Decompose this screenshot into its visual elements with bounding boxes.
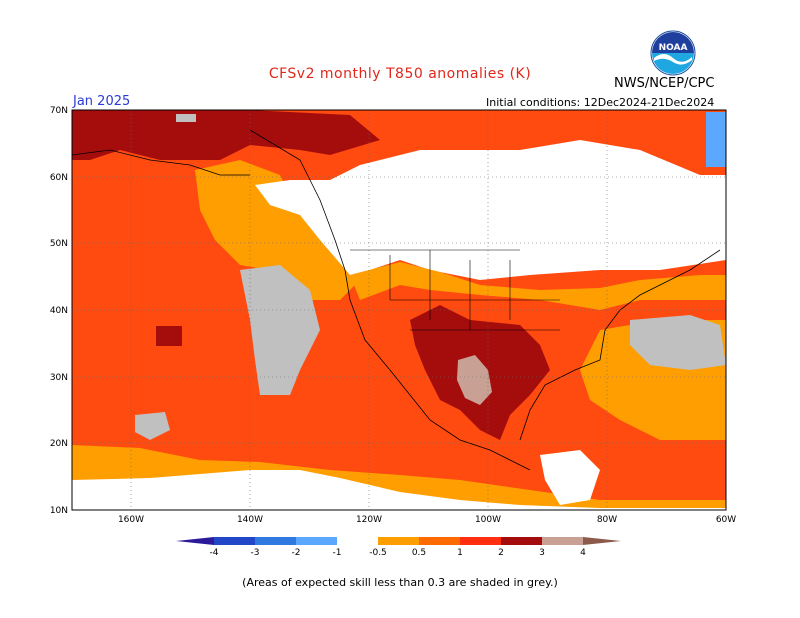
graticule	[72, 110, 726, 510]
colorbar-label: -4	[210, 548, 219, 558]
lon-label-100w: 100W	[475, 515, 501, 525]
lon-label-120w: 120W	[356, 515, 382, 525]
lat-label-30: 30N	[50, 373, 68, 383]
map-title: CFSv2 monthly T850 anomalies (K)	[268, 66, 532, 82]
grey-alaska	[176, 114, 196, 122]
colorbar-segment	[378, 537, 419, 545]
colorbar-label: -2	[292, 548, 301, 558]
agency-label: NWS/NCEP/CPC	[614, 76, 715, 91]
colorbar-label: -1	[333, 548, 342, 558]
neutral-caribbean	[540, 450, 600, 505]
colorbar-label: -0.5	[369, 548, 387, 558]
anomaly-2-3-alaska	[72, 110, 380, 160]
colorbar-label: 4	[580, 548, 586, 558]
grey-atlantic	[630, 315, 726, 370]
colorbar-arrow-low	[176, 537, 214, 545]
initial-conditions: Initial conditions: 12Dec2024-21Dec2024	[486, 96, 715, 109]
anomaly-3-4-texas	[457, 355, 492, 405]
colorbar-label: -3	[251, 548, 260, 558]
colorbar-segment	[214, 537, 255, 545]
lon-axis: 160W 140W 120W 100W 80W 60W	[118, 515, 736, 525]
coastline-alaska	[72, 149, 250, 176]
colorbar-label: 2	[498, 548, 504, 558]
colorbar-segment	[419, 537, 460, 545]
anomaly-cold-greenland	[706, 112, 726, 167]
coastline-west	[249, 129, 531, 471]
colorbar-label: 3	[539, 548, 545, 558]
lon-label-140w: 140W	[237, 515, 263, 525]
anomaly-band-us	[350, 262, 726, 310]
colorbar-label: 1	[457, 548, 463, 558]
noaa-logo: NOAA	[650, 30, 696, 76]
colorbar-segment	[542, 537, 583, 545]
lat-axis: 70N 60N 50N 40N 30N 20N 10N	[50, 106, 68, 516]
colorbar-segment	[337, 537, 378, 545]
lat-label-70: 70N	[50, 106, 68, 116]
grey-pacific-east	[240, 265, 320, 395]
lat-label-20: 20N	[50, 439, 68, 449]
anomaly-band-west	[195, 160, 360, 300]
colorbar-segment	[501, 537, 542, 545]
lat-label-10: 10N	[50, 506, 68, 516]
neutral-band-south	[72, 470, 726, 510]
neutral-area-north	[255, 140, 726, 280]
colorbar-segment	[296, 537, 337, 545]
grey-hawaii	[135, 412, 170, 440]
colorbar-arrow-high	[583, 537, 621, 545]
colorbar-label: 0.5	[412, 548, 426, 558]
lon-label-60w: 60W	[716, 515, 736, 525]
lat-label-60: 60N	[50, 173, 68, 183]
forecast-month: Jan 2025	[73, 94, 131, 109]
footnote: (Areas of expected skill less than 0.3 a…	[242, 576, 558, 589]
state-borders	[350, 249, 560, 331]
lat-label-50: 50N	[50, 239, 68, 249]
noaa-logo-text: NOAA	[659, 43, 688, 53]
colorbar-segment	[460, 537, 501, 545]
lat-label-40: 40N	[50, 306, 68, 316]
colorbar-segment	[255, 537, 296, 545]
anomaly-pacific-spot	[156, 326, 182, 346]
colorbar: -4 -3 -2 -1 -0.5 0.5 1 2 3 4	[176, 537, 621, 558]
coastline-east	[519, 249, 721, 441]
lon-label-160w: 160W	[118, 515, 144, 525]
lon-label-80w: 80W	[597, 515, 617, 525]
anomaly-field	[72, 110, 726, 510]
map-frame	[71, 109, 727, 511]
